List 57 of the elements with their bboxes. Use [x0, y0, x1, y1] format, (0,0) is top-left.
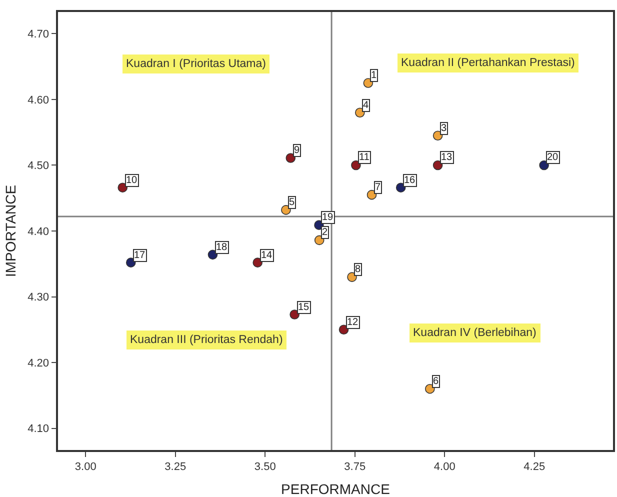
y-tick-label: 4.30 — [28, 292, 50, 304]
point — [351, 160, 361, 170]
point — [286, 153, 296, 163]
x-tick-label: 4.25 — [524, 460, 546, 473]
y-tick-label: 4.60 — [28, 94, 50, 106]
point — [126, 258, 136, 268]
point — [539, 160, 549, 170]
annotation: 14 — [261, 250, 273, 261]
annotation: 11 — [359, 152, 370, 163]
point — [425, 384, 435, 394]
annotation: 6 — [433, 376, 439, 387]
x-tick-label: 3.75 — [344, 460, 366, 473]
annotation: 4 — [363, 100, 369, 111]
point — [432, 130, 443, 141]
annotation: 7 — [375, 182, 381, 193]
annotation: Kuadran I (Prioritas Utama) — [126, 58, 266, 70]
point — [338, 324, 349, 335]
annotation: 10 — [126, 175, 138, 186]
y-tick-label: 4.20 — [28, 357, 50, 370]
annotation: 15 — [298, 302, 310, 313]
point — [355, 108, 365, 118]
x-tick-label: 4.00 — [434, 460, 456, 473]
annotation: Kuadran II (Pertahankan Prestasi) — [401, 57, 576, 69]
annotation: 19 — [322, 212, 334, 223]
y-tick-label: 4.40 — [28, 226, 50, 238]
annotation: 8 — [355, 264, 361, 275]
point — [432, 160, 443, 170]
annotation: Kuadran IV (Berlebihan) — [413, 327, 537, 339]
y-tick-label: 4.50 — [28, 160, 50, 172]
annotation: 5 — [289, 197, 295, 208]
annotation: 9 — [294, 145, 300, 156]
annotation: 2 — [322, 227, 328, 238]
point — [366, 190, 377, 200]
point — [363, 78, 374, 88]
x-tick-label: 3.00 — [74, 460, 96, 473]
y-tick-label: 4.10 — [28, 423, 50, 436]
point — [290, 310, 300, 320]
annotation: 18 — [216, 242, 228, 253]
annotation: 3 — [441, 123, 447, 134]
annotation: 20 — [547, 152, 559, 163]
point — [208, 250, 218, 260]
point — [281, 205, 291, 215]
point — [118, 182, 128, 192]
annotation: 13 — [441, 152, 453, 163]
point — [314, 235, 324, 246]
point — [252, 258, 262, 268]
x-tick-label: 3.25 — [164, 460, 186, 473]
annotation: 17 — [134, 250, 146, 261]
annotation: 16 — [404, 175, 416, 186]
y-axis-title: IMPORTANCE — [2, 184, 19, 278]
annotation: 1 — [371, 70, 377, 81]
annotation: 12 — [347, 317, 359, 328]
x-tick-label: 3.50 — [254, 460, 276, 473]
point — [347, 272, 357, 282]
y-tick-label: 4.70 — [28, 28, 50, 41]
x-axis-title: PERFORMANCE — [281, 480, 390, 497]
annotation: Kuadran III (Prioritas Rendah) — [130, 334, 283, 346]
